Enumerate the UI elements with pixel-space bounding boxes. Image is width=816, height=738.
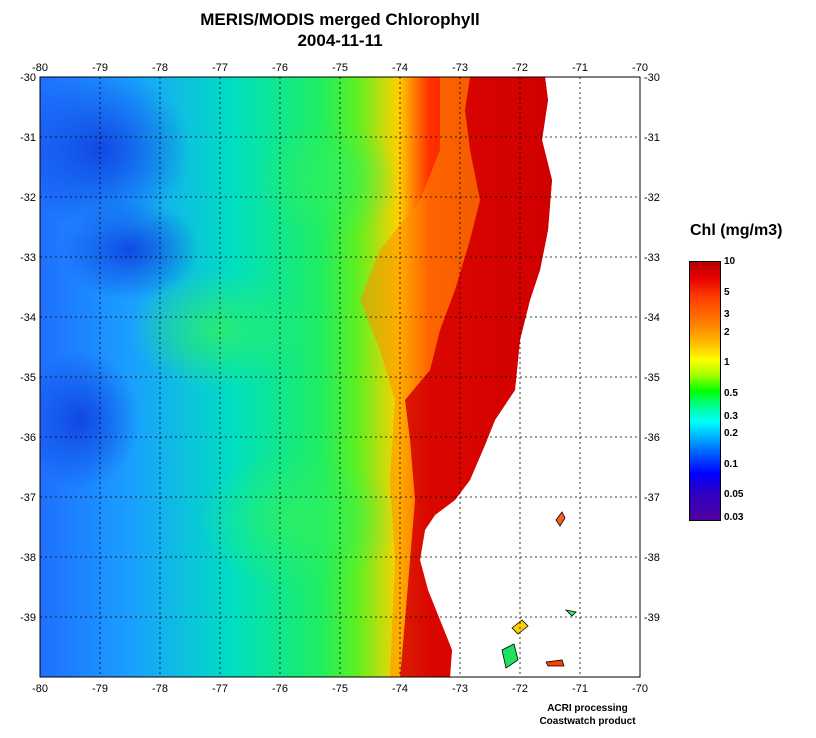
lat-tick-label: -34 xyxy=(20,312,36,324)
colorbar-tick-label: 0.05 xyxy=(724,489,744,501)
lat-tick-label: -33 xyxy=(644,252,660,264)
lat-tick-label: -33 xyxy=(20,252,36,264)
lat-ticks-right: -30 -31 -32 -33 -34 -35 -36 -37 -38 -39 xyxy=(644,72,660,624)
colorbar-title: Chl (mg/m3) xyxy=(690,222,783,239)
lat-tick-label: -32 xyxy=(644,192,660,204)
lon-tick-label: -75 xyxy=(332,683,348,695)
lon-tick-label: -76 xyxy=(272,683,288,695)
lon-tick-label: -80 xyxy=(32,62,48,74)
lat-tick-label: -36 xyxy=(20,432,36,444)
lon-ticks-top: -80 -79 -78 -77 -76 -75 -74 -73 -72 -71 -70 xyxy=(32,62,648,74)
lat-tick-label: -32 xyxy=(20,192,36,204)
lon-tick-label: -72 xyxy=(512,683,528,695)
map-imagery xyxy=(40,77,640,677)
colorbar-tick-label: 0.03 xyxy=(724,512,744,523)
map-title: MERIS/MODIS merged Chlorophyll xyxy=(200,10,480,29)
credit-processing: ACRI processing xyxy=(547,703,628,714)
lat-tick-label: -31 xyxy=(644,132,660,144)
lon-tick-label: -75 xyxy=(332,62,348,74)
colorbar-tick-label: 5 xyxy=(724,286,730,298)
lat-tick-label: -30 xyxy=(20,72,36,84)
lat-tick-label: -37 xyxy=(20,492,36,504)
lon-tick-label: -72 xyxy=(512,62,528,74)
lat-tick-label: -39 xyxy=(20,612,36,624)
colorbar-tick-label: 2 xyxy=(724,326,730,338)
lat-tick-label: -34 xyxy=(644,312,660,324)
colorbar-tick-label: 0.1 xyxy=(724,458,738,470)
colorbar-tick-label: 3 xyxy=(724,309,730,321)
lon-tick-label: -77 xyxy=(212,683,228,695)
lat-tick-label: -38 xyxy=(644,552,660,564)
lat-tick-label: -37 xyxy=(644,492,660,504)
lon-tick-label: -70 xyxy=(632,683,648,695)
island xyxy=(501,643,519,669)
colorbar-tick-label: 10 xyxy=(724,256,736,267)
lat-tick-label: -39 xyxy=(644,612,660,624)
island xyxy=(564,609,577,617)
lon-ticks-bottom: -80 -79 -78 -77 -76 -75 -74 -73 -72 -71 -70 xyxy=(32,683,648,695)
colorbar-tick-label: 1 xyxy=(724,357,730,369)
lat-tick-label: -35 xyxy=(20,372,36,384)
lon-tick-label: -74 xyxy=(392,62,408,74)
colorbar-tick-label: 0.5 xyxy=(724,388,738,400)
lat-tick-label: -30 xyxy=(644,72,660,84)
lat-ticks-left: -30 -31 -32 -33 -34 -35 -36 -37 -38 -39 xyxy=(20,72,36,624)
lon-tick-label: -71 xyxy=(572,62,588,74)
lon-tick-label: -73 xyxy=(452,683,468,695)
island xyxy=(545,659,565,667)
lon-tick-label: -79 xyxy=(92,683,108,695)
lon-tick-label: -71 xyxy=(572,683,588,695)
graticule xyxy=(40,77,640,677)
colorbar-tick-label: 0.3 xyxy=(724,410,738,422)
lon-tick-label: -70 xyxy=(632,62,648,74)
lon-tick-label: -80 xyxy=(32,683,48,695)
lon-tick-label: -76 xyxy=(272,62,288,74)
lat-tick-label: -35 xyxy=(644,372,660,384)
lon-tick-label: -77 xyxy=(212,62,228,74)
colorbar xyxy=(689,261,721,521)
lon-tick-label: -78 xyxy=(152,683,168,695)
lon-tick-label: -79 xyxy=(92,62,108,74)
island xyxy=(555,511,566,527)
map-date: 2004-11-11 xyxy=(297,31,383,50)
colorbar-tick-label: 0.2 xyxy=(724,428,738,440)
lon-tick-label: -73 xyxy=(452,62,468,74)
lat-tick-label: -31 xyxy=(20,132,36,144)
lon-tick-label: -74 xyxy=(392,683,408,695)
lat-tick-label: -38 xyxy=(20,552,36,564)
lon-tick-label: -78 xyxy=(152,62,168,74)
credit-product: Coastwatch product xyxy=(539,716,636,727)
lat-tick-label: -36 xyxy=(644,432,660,444)
